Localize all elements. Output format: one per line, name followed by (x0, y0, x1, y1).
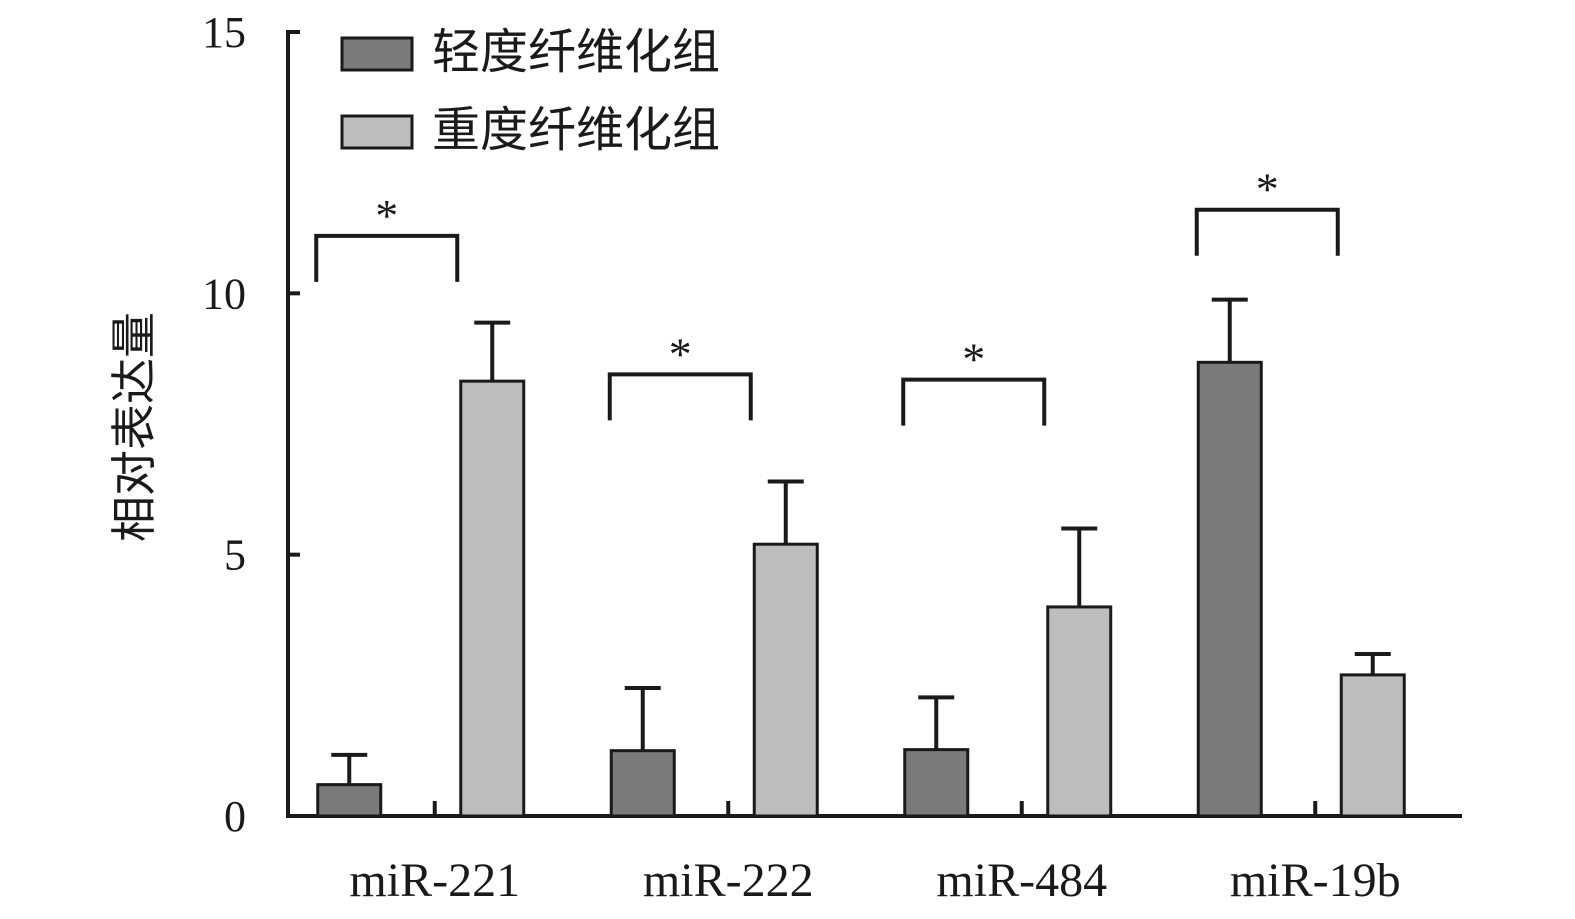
legend-swatch (340, 36, 414, 72)
significance-bracket (901, 377, 1047, 426)
y-axis-label: 相对表达量 (107, 312, 161, 542)
x-tick-label: miR-222 (643, 854, 814, 907)
x-tick-label: miR-484 (936, 854, 1107, 907)
significance-star: * (1256, 164, 1279, 215)
y-tick-label: 0 (224, 792, 246, 841)
error-bars (331, 297, 1391, 785)
axes: 0 5 10 15 miR-221 miR-222 miR-484 miR-19b (202, 8, 1462, 907)
significance-star: * (669, 328, 692, 379)
y-tick-label: 10 (202, 269, 246, 318)
bar (903, 748, 970, 818)
bar (609, 749, 676, 818)
legend-label: 重度纤维化组 (432, 102, 720, 158)
x-tick-label: miR-221 (349, 854, 520, 907)
bar (1339, 673, 1406, 818)
y-tick-label: 5 (224, 531, 246, 580)
significance-star: * (962, 334, 985, 385)
significance-star: * (375, 190, 398, 241)
bars (316, 360, 1406, 818)
bar (316, 783, 383, 818)
bar (459, 379, 526, 818)
legend-label: 轻度纤维化组 (432, 24, 720, 80)
bar (1196, 360, 1263, 818)
y-tick-label: 15 (202, 8, 246, 57)
bar (1046, 605, 1113, 818)
significance-bracket (607, 372, 753, 421)
significance-brackets: * * * * (314, 164, 1340, 426)
x-tick-label: miR-19b (1230, 854, 1401, 907)
bar (752, 542, 819, 818)
significance-bracket (314, 233, 460, 282)
legend-swatch (340, 114, 414, 150)
significance-bracket (1194, 207, 1340, 256)
